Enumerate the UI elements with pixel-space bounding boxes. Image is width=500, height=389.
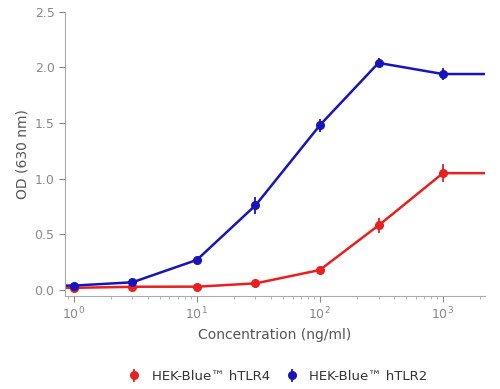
Legend: HEK-Blue™ hTLR4, HEK-Blue™ hTLR2: HEK-Blue™ hTLR4, HEK-Blue™ hTLR2: [117, 365, 433, 388]
Y-axis label: OD (630 nm): OD (630 nm): [15, 109, 29, 199]
X-axis label: Concentration (ng/ml): Concentration (ng/ml): [198, 328, 352, 342]
